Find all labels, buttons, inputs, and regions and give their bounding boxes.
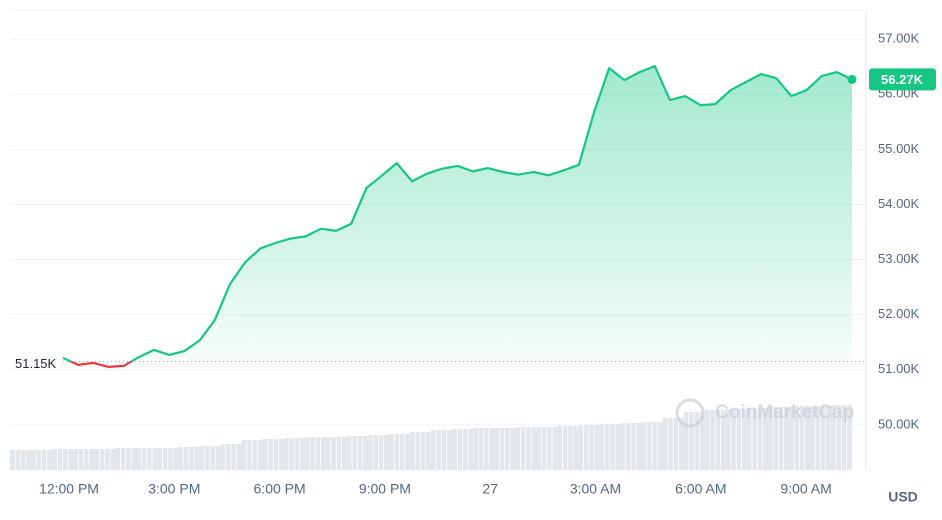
last-dot [847,74,857,84]
y-tick-label: 53.00K [878,251,920,266]
y-tick-label: 55.00K [878,141,920,156]
x-tick-label: 12:00 PM [39,481,99,497]
y-tick-label: 51.00K [878,361,920,376]
x-tick-label: 3:00 PM [148,481,200,497]
x-tick-label: 6:00 PM [254,481,306,497]
y-tick-label: 52.00K [878,306,920,321]
baseline-label: 51.15K [15,356,57,371]
watermark: CoinMarketCap [715,402,854,423]
y-tick-label: 57.00K [878,31,920,46]
area [63,66,852,362]
x-tick-label: 27 [482,481,498,497]
unit-label: USD [888,489,918,505]
y-tick-label: 54.00K [878,196,920,211]
y-tick-label: 50.00K [878,416,920,431]
x-tick-label: 9:00 PM [359,481,411,497]
watermark-logo [675,398,705,428]
x-tick-label: 3:00 AM [570,481,621,497]
last-label: 56.27K [881,72,924,87]
x-tick-label: 6:00 AM [675,481,726,497]
price-line [62,65,853,368]
last-badge [869,68,936,91]
x-tick-label: 9:00 AM [780,481,831,497]
